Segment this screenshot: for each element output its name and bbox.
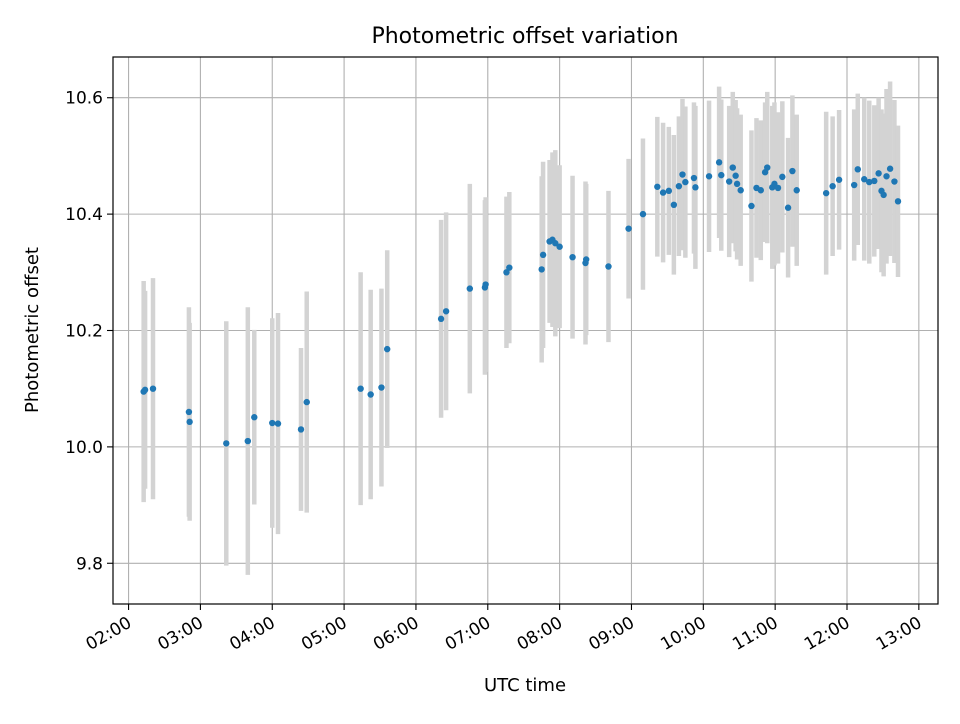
data-point [442, 308, 450, 315]
data-point [690, 174, 698, 182]
data-point [539, 251, 547, 259]
data-point [384, 345, 391, 353]
data-point [665, 187, 673, 195]
data-point [850, 181, 858, 189]
data-point [269, 419, 276, 427]
data-point [733, 180, 741, 188]
data-point [482, 281, 489, 288]
data-point [875, 170, 882, 177]
data-point [437, 315, 445, 323]
data-point [894, 198, 902, 205]
data-point [297, 426, 305, 433]
y-tick-label: 10.2 [65, 322, 103, 342]
data-point [891, 178, 898, 185]
data-point [583, 256, 590, 263]
data-point [829, 182, 836, 190]
data-point [654, 183, 661, 190]
data-point [718, 171, 725, 179]
data-point [854, 166, 861, 173]
chart-title: Photometric offset variation [371, 24, 678, 49]
data-point [552, 240, 559, 247]
data-point [692, 184, 699, 191]
data-point [605, 263, 612, 270]
data-point [774, 184, 782, 192]
x-axis-label: UTC time [484, 675, 566, 696]
data-point [793, 187, 800, 194]
data-point [378, 384, 385, 391]
data-point [303, 398, 310, 406]
data-point [186, 418, 193, 426]
data-point [715, 159, 723, 166]
data-point [141, 386, 149, 394]
data-point [670, 201, 678, 209]
data-point [466, 285, 474, 292]
data-point [789, 167, 796, 175]
data-point [883, 173, 890, 180]
y-axis-ticks: 9.8 10.0 10.2 10.4 10.6 [65, 89, 113, 574]
data-point [725, 178, 733, 185]
data-point [861, 176, 868, 183]
data-point [223, 440, 230, 447]
data-point [244, 437, 252, 445]
data-point [886, 165, 894, 172]
y-tick-label: 9.8 [76, 554, 103, 574]
y-axis-label: Photometric offset [22, 247, 43, 413]
grid-layer [113, 57, 938, 604]
data-point [357, 385, 364, 392]
data-point [729, 164, 736, 171]
data-point [556, 243, 563, 250]
data-point [569, 253, 576, 261]
data-point [639, 210, 647, 218]
point-layer [140, 159, 902, 447]
data-point [866, 178, 873, 186]
data-point [274, 420, 282, 427]
data-point [880, 191, 887, 199]
data-point [779, 173, 786, 181]
data-point [705, 173, 713, 180]
y-tick-label: 10.4 [65, 205, 103, 225]
y-tick-label: 10.0 [65, 438, 103, 458]
data-point [682, 178, 689, 186]
data-point [871, 177, 878, 185]
data-point [503, 269, 510, 276]
data-point [149, 385, 157, 392]
data-point [251, 414, 258, 421]
data-point [784, 204, 792, 211]
data-point [675, 182, 683, 190]
data-point [764, 164, 771, 171]
data-point [748, 202, 755, 210]
data-point [732, 172, 739, 179]
y-tick-label: 10.6 [65, 89, 103, 109]
data-point [538, 266, 545, 273]
data-point [625, 225, 632, 232]
data-point [679, 171, 686, 178]
data-point [659, 189, 667, 196]
data-point [367, 391, 374, 398]
data-point [822, 189, 830, 197]
data-point [506, 264, 513, 271]
data-point [737, 187, 744, 194]
data-point [835, 176, 843, 183]
data-point [757, 187, 764, 194]
data-point [185, 408, 193, 416]
